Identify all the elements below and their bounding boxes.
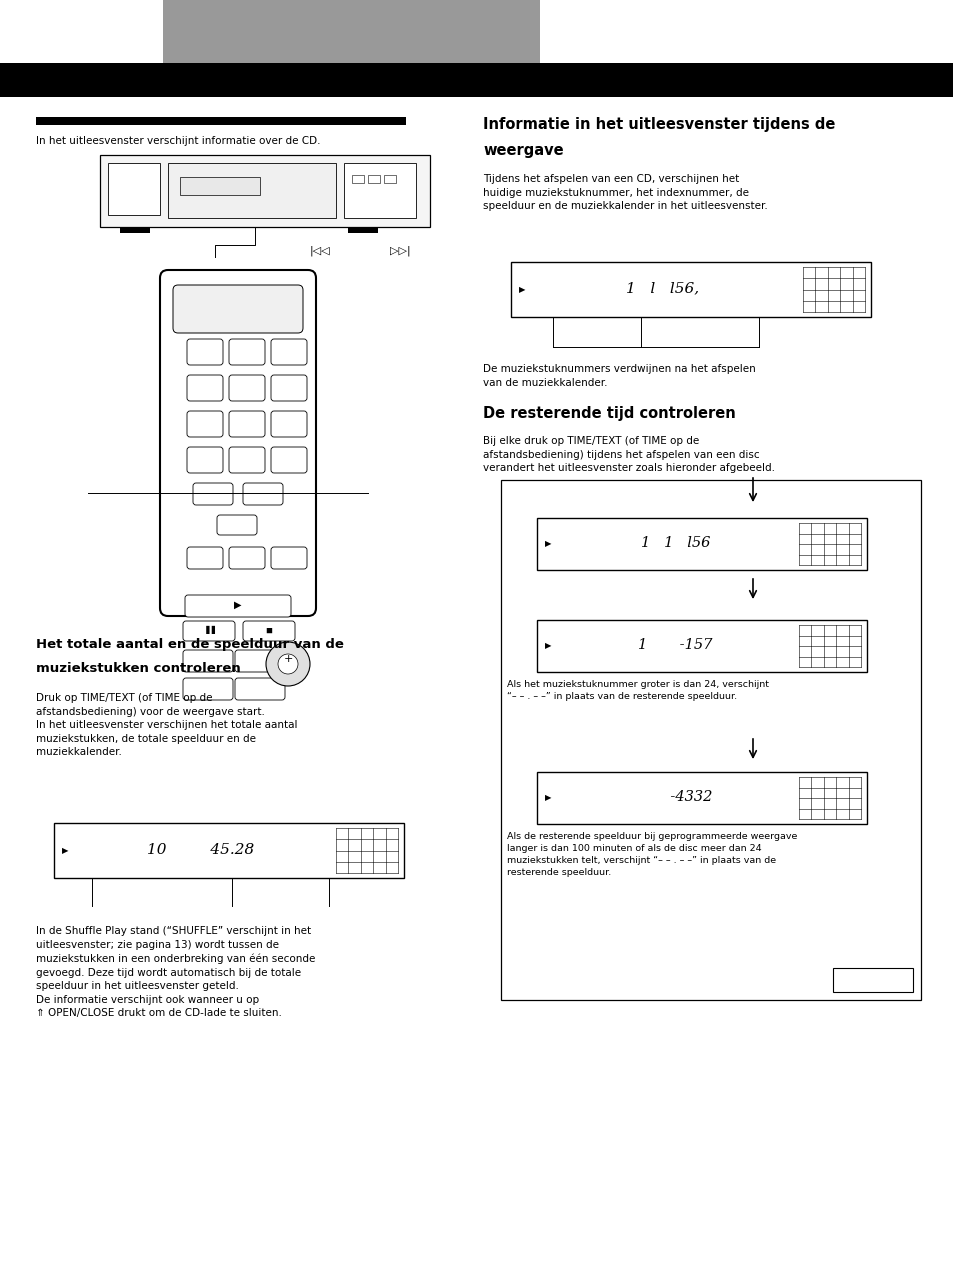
Text: ▐▐: ▐▐ bbox=[202, 626, 215, 634]
Text: ▶: ▶ bbox=[234, 600, 241, 610]
Text: 1   l   l56,: 1 l l56, bbox=[625, 282, 698, 296]
Circle shape bbox=[164, 211, 172, 219]
FancyBboxPatch shape bbox=[229, 412, 265, 437]
Bar bbox=[0, 62, 953, 97]
Text: Tijdens het afspelen van een CD, verschijnen het
huidige muziekstuknummer, het i: Tijdens het afspelen van een CD, verschi… bbox=[482, 175, 767, 211]
FancyBboxPatch shape bbox=[187, 447, 223, 473]
Bar bbox=[168, 163, 335, 218]
Bar bbox=[344, 163, 416, 218]
Text: |◁◁: |◁◁ bbox=[310, 245, 330, 256]
Bar bbox=[163, 0, 539, 62]
FancyBboxPatch shape bbox=[183, 650, 233, 671]
Bar bbox=[384, 175, 395, 183]
Bar bbox=[368, 175, 379, 183]
Bar bbox=[36, 117, 406, 125]
Text: muziekstukken controleren: muziekstukken controleren bbox=[36, 662, 240, 675]
Circle shape bbox=[207, 214, 213, 220]
Text: ▶: ▶ bbox=[518, 285, 525, 294]
FancyBboxPatch shape bbox=[271, 412, 307, 437]
Bar bbox=[537, 519, 866, 569]
Text: Druk op TIME/TEXT (of TIME op de
afstandsbediening) voor de weergave start.
In h: Druk op TIME/TEXT (of TIME op de afstand… bbox=[36, 693, 297, 758]
FancyBboxPatch shape bbox=[271, 547, 307, 569]
Text: In het uitleesvenster verschijnt informatie over de CD.: In het uitleesvenster verschijnt informa… bbox=[36, 136, 320, 147]
FancyBboxPatch shape bbox=[183, 620, 234, 641]
Bar bbox=[352, 175, 364, 183]
Bar bbox=[100, 155, 430, 227]
Text: -4332: -4332 bbox=[638, 790, 712, 804]
Text: ▶: ▶ bbox=[544, 539, 551, 549]
Bar bbox=[348, 227, 377, 233]
Text: ▶: ▶ bbox=[544, 794, 551, 803]
Text: 10         45.28: 10 45.28 bbox=[147, 842, 254, 856]
FancyBboxPatch shape bbox=[185, 595, 291, 617]
Text: Als de resterende speelduur bij geprogrammeerde weergave
langer is dan 100 minut: Als de resterende speelduur bij geprogra… bbox=[506, 832, 797, 878]
FancyBboxPatch shape bbox=[187, 339, 223, 364]
Text: ▶: ▶ bbox=[544, 642, 551, 651]
Text: Informatie in het uitleesvenster tijdens de: Informatie in het uitleesvenster tijdens… bbox=[482, 117, 835, 132]
Text: Het totale aantal en de speelduur van de: Het totale aantal en de speelduur van de bbox=[36, 638, 343, 651]
Text: +: + bbox=[283, 654, 293, 664]
FancyBboxPatch shape bbox=[229, 375, 265, 401]
FancyBboxPatch shape bbox=[172, 285, 303, 333]
Circle shape bbox=[266, 642, 310, 685]
FancyBboxPatch shape bbox=[229, 339, 265, 364]
Text: De resterende tijd controleren: De resterende tijd controleren bbox=[482, 406, 735, 420]
FancyBboxPatch shape bbox=[216, 515, 256, 535]
Text: In de Shuffle Play stand (“SHUFFLE” verschijnt in het
uitleesvenster; zie pagina: In de Shuffle Play stand (“SHUFFLE” vers… bbox=[36, 926, 315, 1018]
Circle shape bbox=[392, 173, 428, 209]
Bar bbox=[832, 968, 912, 992]
Text: Bij elke druk op TIME/TEXT (of TIME op de
afstandsbediening) tijdens het afspele: Bij elke druk op TIME/TEXT (of TIME op d… bbox=[482, 436, 774, 473]
Text: Als het muziekstuknummer groter is dan 24, verschijnt
“– – . – –” in plaats van : Als het muziekstuknummer groter is dan 2… bbox=[506, 680, 768, 701]
Text: weergave: weergave bbox=[482, 143, 563, 158]
Bar bbox=[511, 262, 870, 317]
Bar bbox=[180, 177, 260, 195]
FancyBboxPatch shape bbox=[187, 412, 223, 437]
Circle shape bbox=[277, 654, 297, 674]
Bar bbox=[537, 772, 866, 824]
FancyBboxPatch shape bbox=[271, 339, 307, 364]
FancyBboxPatch shape bbox=[229, 547, 265, 569]
Bar bbox=[54, 823, 403, 878]
FancyBboxPatch shape bbox=[187, 547, 223, 569]
Circle shape bbox=[249, 214, 254, 220]
FancyBboxPatch shape bbox=[271, 375, 307, 401]
FancyBboxPatch shape bbox=[243, 483, 283, 505]
Text: 1   1   l56: 1 1 l56 bbox=[640, 536, 710, 550]
Circle shape bbox=[234, 214, 241, 220]
Bar bbox=[537, 620, 866, 671]
Bar bbox=[120, 227, 150, 233]
Circle shape bbox=[182, 211, 190, 219]
FancyBboxPatch shape bbox=[234, 650, 285, 671]
FancyBboxPatch shape bbox=[183, 678, 233, 699]
Text: ▶: ▶ bbox=[62, 846, 69, 855]
Bar bbox=[108, 163, 160, 215]
Text: De muziekstuknummers verdwijnen na het afspelen
van de muziekkalender.: De muziekstuknummers verdwijnen na het a… bbox=[482, 364, 755, 387]
FancyBboxPatch shape bbox=[193, 483, 233, 505]
FancyBboxPatch shape bbox=[229, 447, 265, 473]
FancyBboxPatch shape bbox=[271, 447, 307, 473]
Text: ◼: ◼ bbox=[265, 626, 273, 634]
FancyBboxPatch shape bbox=[187, 375, 223, 401]
Text: 1       -157: 1 -157 bbox=[638, 638, 712, 652]
FancyBboxPatch shape bbox=[160, 270, 315, 617]
FancyBboxPatch shape bbox=[234, 678, 285, 699]
Text: ▷▷|: ▷▷| bbox=[389, 245, 410, 256]
FancyBboxPatch shape bbox=[243, 620, 294, 641]
Bar bbox=[500, 480, 920, 1000]
Circle shape bbox=[221, 214, 227, 220]
